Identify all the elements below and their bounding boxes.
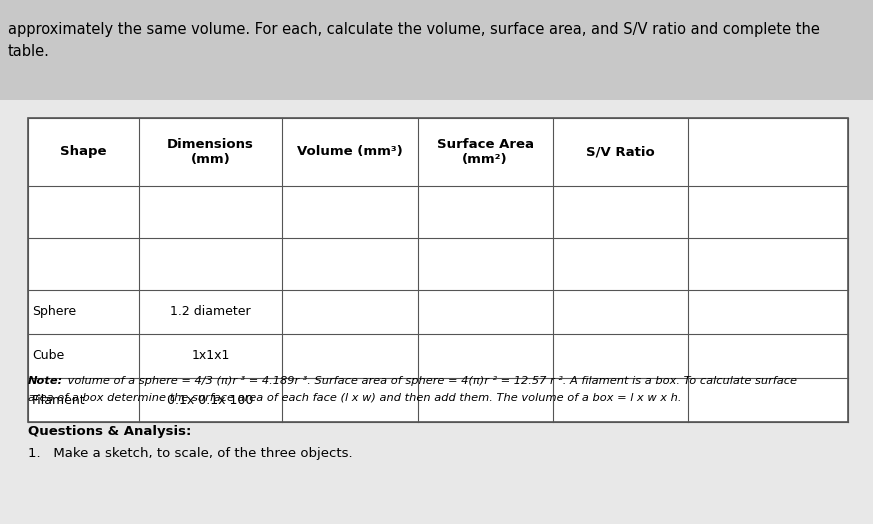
Text: approximately the same volume. For each, calculate the volume, surface area, and: approximately the same volume. For each,… bbox=[8, 22, 820, 37]
Text: 1.2 diameter: 1.2 diameter bbox=[170, 305, 251, 319]
Text: Volume (mm³): Volume (mm³) bbox=[297, 146, 402, 158]
Text: Surface Area
(mm²): Surface Area (mm²) bbox=[436, 138, 533, 166]
Text: volume of a sphere = 4/3 (π)r ³ = 4.189r ³. Surface area of sphere = 4(π)r ² = 1: volume of a sphere = 4/3 (π)r ³ = 4.189r… bbox=[64, 376, 797, 386]
Text: area of a box determine the surface area of each face (l x w) and then add them.: area of a box determine the surface area… bbox=[28, 393, 682, 403]
Text: 0.1x 0.1x 100: 0.1x 0.1x 100 bbox=[168, 394, 254, 407]
Text: table.: table. bbox=[8, 44, 50, 59]
Text: Dimensions
(mm): Dimensions (mm) bbox=[167, 138, 254, 166]
Text: Questions & Analysis:: Questions & Analysis: bbox=[28, 425, 191, 438]
Text: Sphere: Sphere bbox=[32, 305, 76, 319]
Text: Cube: Cube bbox=[32, 350, 65, 363]
Text: 1.   Make a sketch, to scale, of the three objects.: 1. Make a sketch, to scale, of the three… bbox=[28, 447, 353, 460]
Text: Note:: Note: bbox=[28, 376, 63, 386]
Text: Shape: Shape bbox=[60, 146, 107, 158]
FancyBboxPatch shape bbox=[0, 100, 873, 524]
Text: 1x1x1: 1x1x1 bbox=[191, 350, 230, 363]
FancyBboxPatch shape bbox=[28, 118, 848, 422]
Text: Filament: Filament bbox=[32, 394, 86, 407]
Text: S/V Ratio: S/V Ratio bbox=[586, 146, 655, 158]
